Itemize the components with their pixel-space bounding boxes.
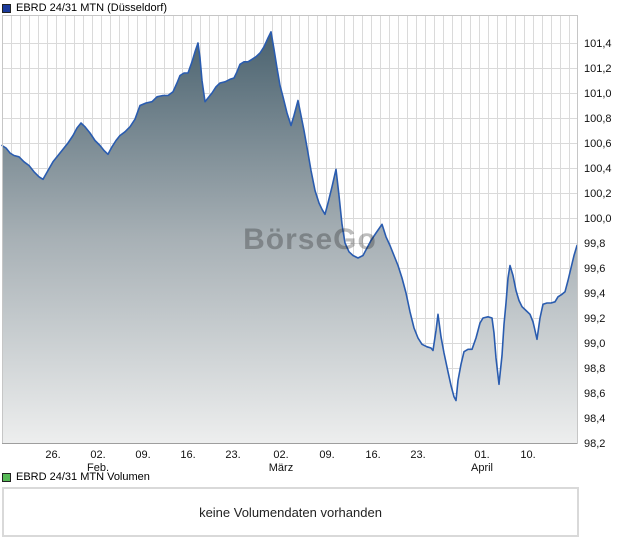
watermark: BörseGo [243,223,377,256]
y-axis-labels: 101,4 101,2 101,0 100,8 100,6 100,4 100,2 100,0… [584,38,612,450]
svg-text:100,8: 100,8 [584,113,612,125]
svg-text:16.: 16. [365,449,380,461]
svg-text:09.: 09. [319,449,334,461]
volume-series-marker-icon [2,472,11,482]
svg-text:02.: 02. [273,449,288,461]
volume-panel: keine Volumendaten vorhanden [2,487,579,537]
svg-text:98,4: 98,4 [584,413,605,425]
svg-text:100,6: 100,6 [584,138,612,150]
svg-text:99,2: 99,2 [584,313,605,325]
svg-text:10.: 10. [520,449,535,461]
svg-text:02.: 02. [90,449,105,461]
svg-text:Feb.: Feb. [87,462,109,474]
volume-legend: EBRD 24/31 MTN Volumen [2,471,150,483]
svg-text:101,0: 101,0 [584,88,612,100]
svg-text:100,0: 100,0 [584,213,612,225]
svg-text:100,2: 100,2 [584,188,612,200]
svg-text:09.: 09. [135,449,150,461]
price-series-marker-icon [2,3,11,13]
svg-text:16.: 16. [180,449,195,461]
price-line [1,30,578,402]
svg-text:99,0: 99,0 [584,338,605,350]
svg-text:99,8: 99,8 [584,238,605,250]
svg-text:98,6: 98,6 [584,388,605,400]
price-area [2,31,577,444]
volume-empty-message: keine Volumendaten vorhanden [199,504,382,520]
svg-text:26.: 26. [45,449,60,461]
svg-text:99,4: 99,4 [584,288,605,300]
svg-text:23.: 23. [410,449,425,461]
svg-text:100,4: 100,4 [584,163,612,175]
svg-text:98,8: 98,8 [584,363,605,375]
svg-text:99,6: 99,6 [584,263,605,275]
volume-series-label: EBRD 24/31 MTN Volumen [16,471,150,483]
svg-text:23.: 23. [225,449,240,461]
price-legend: EBRD 24/31 MTN (Düsseldorf) [2,2,167,14]
svg-text:01.: 01. [474,449,489,461]
svg-text:März: März [269,462,293,474]
svg-text:101,4: 101,4 [584,38,612,50]
svg-text:April: April [471,462,493,474]
svg-text:98,2: 98,2 [584,438,605,450]
price-chart: BörseGo 101,4 101,2 101,0 100,8 100,6 100,4 100… [1,15,612,474]
svg-text:101,2: 101,2 [584,63,612,75]
price-series-label: EBRD 24/31 MTN (Düsseldorf) [16,2,167,14]
